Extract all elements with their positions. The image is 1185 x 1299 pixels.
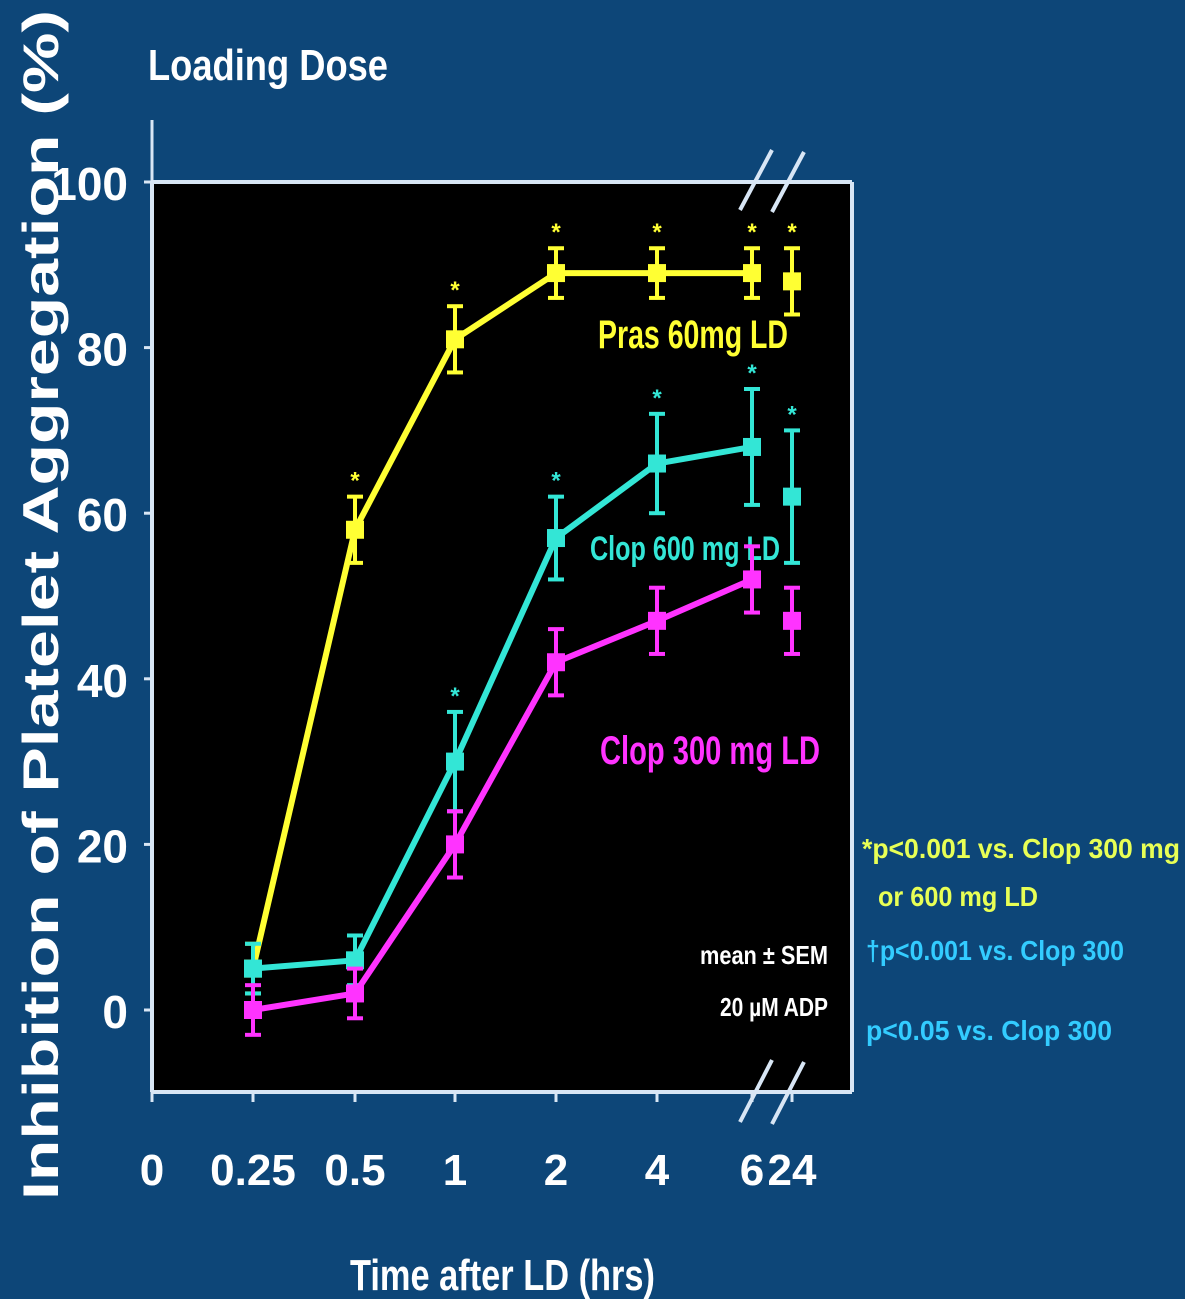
- series-line-clop-300-mg-ld: [252, 576, 754, 1013]
- data-point: [743, 264, 761, 283]
- x-tick-label-0: 0: [140, 1146, 164, 1195]
- significance-marker: *: [787, 401, 797, 428]
- significance-marker: *: [551, 468, 561, 495]
- x-tick-label-6: 6: [740, 1146, 764, 1195]
- x-axis-label: Time after LD (hrs): [350, 1251, 655, 1299]
- series-label-clop-300-mg-ld: Clop 300 mg LD: [600, 729, 820, 773]
- pvalue-note-cyan-line2: p<0.05 vs. Clop 300: [866, 1015, 1112, 1046]
- significance-marker: *: [350, 468, 360, 495]
- x-tick-label-0.5: 0.5: [324, 1146, 385, 1195]
- x-tick-label-24: 24: [768, 1146, 817, 1195]
- axis-break-mark-4: [770, 1061, 806, 1125]
- data-point: [446, 835, 464, 854]
- data-point: [346, 984, 364, 1003]
- axis-break-mark-3: [738, 1059, 774, 1123]
- significance-marker: *: [652, 219, 662, 246]
- pvalue-note-cyan-line1: †p<0.001 vs. Clop 300: [866, 935, 1124, 966]
- x-tick-label-4: 4: [645, 1146, 670, 1195]
- significance-marker: *: [652, 385, 662, 412]
- y-tick-label-60: 60: [77, 489, 128, 541]
- stats-note-sem: mean ± SEM: [700, 940, 828, 970]
- data-point: [648, 454, 666, 473]
- y-tick-label-40: 40: [77, 655, 128, 707]
- significance-marker: *: [787, 219, 797, 246]
- y-tick-label-20: 20: [77, 820, 128, 872]
- data-point: [346, 951, 364, 970]
- data-point: [346, 520, 364, 539]
- series-label-clop-600-mg-ld: Clop 600 mg LD: [590, 530, 780, 568]
- axis-break-mark-2: [770, 151, 806, 213]
- series-label-pras-60mg-ld: Pras 60mg LD: [598, 313, 788, 357]
- data-point: [743, 570, 761, 589]
- data-point: [446, 752, 464, 771]
- y-tick-label-100: 100: [51, 158, 128, 210]
- y-axis-label: Inhibition of Platelet Aggregation (%): [13, 10, 69, 1200]
- y-tick-label-80: 80: [77, 324, 128, 376]
- series-layer: * * * * * * Pras 60mg LD * * * * * Clop 600 mg LD Clo…: [244, 219, 820, 1037]
- data-point: [547, 653, 565, 672]
- pvalue-note-yellow-line2: or 600 mg LD: [878, 881, 1038, 912]
- series-line-clop-600-mg-ld: [252, 444, 753, 972]
- stats-note-adp: 20 µM ADP: [720, 992, 828, 1022]
- data-point: [446, 330, 464, 349]
- data-point: [648, 264, 666, 283]
- x-tick-label-2: 2: [544, 1146, 568, 1195]
- significance-marker: *: [747, 219, 757, 246]
- significance-marker: *: [551, 219, 561, 246]
- series-3: Clop 300 mg LD: [244, 544, 820, 1037]
- data-point: [547, 529, 565, 548]
- x-tick-label-0.25: 0.25: [210, 1146, 296, 1195]
- data-point: [547, 264, 565, 283]
- data-point: [783, 272, 801, 291]
- axis-break-mark-1: [738, 149, 774, 211]
- y-tick-label-0: 0: [102, 986, 128, 1038]
- significance-marker: *: [450, 277, 460, 304]
- x-tick-label-1: 1: [443, 1146, 467, 1195]
- data-point: [783, 611, 801, 630]
- significance-marker: *: [747, 360, 757, 387]
- data-point: [783, 487, 801, 506]
- significance-marker: *: [450, 683, 460, 710]
- series-1: * * * * * * Pras 60mg LD: [244, 219, 801, 996]
- series-line-pras-60mg-ld: [250, 270, 752, 970]
- pvalue-note-yellow-line1: *p<0.001 vs. Clop 300 mg: [862, 833, 1180, 864]
- data-point: [648, 611, 666, 630]
- data-point: [244, 959, 262, 978]
- plot-area: [152, 182, 852, 1092]
- chart-title: Loading Dose: [148, 41, 388, 90]
- data-point: [244, 1001, 262, 1019]
- data-point: [743, 437, 761, 456]
